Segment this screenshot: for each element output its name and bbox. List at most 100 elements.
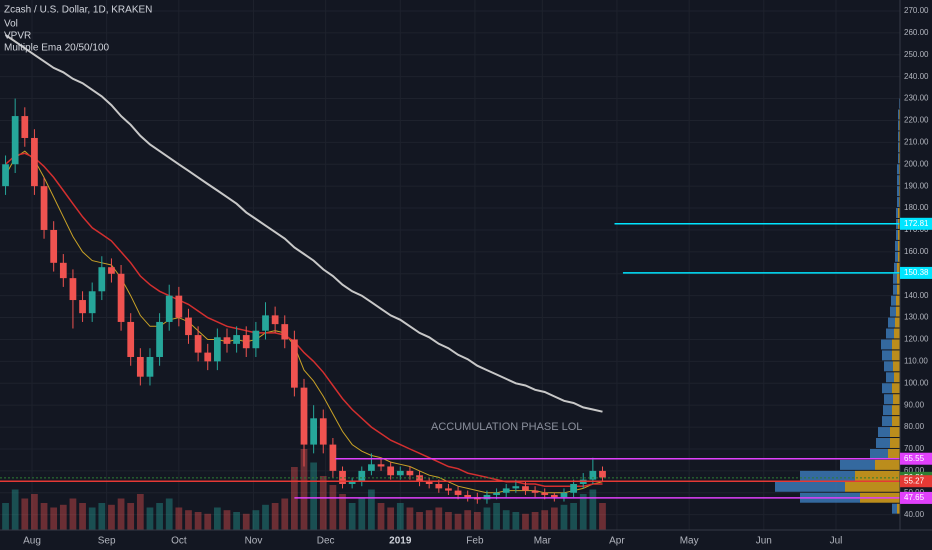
candle-body (522, 486, 529, 491)
volume-bar (156, 503, 163, 530)
volume-bar (2, 503, 9, 530)
volume-bar (445, 512, 452, 530)
vpvr-up (898, 120, 899, 131)
volume-bar (59, 504, 67, 530)
vpvr-down (897, 503, 900, 514)
volume-bar (11, 489, 19, 530)
x-tick-label: 2019 (389, 536, 412, 547)
candle-body (175, 295, 183, 318)
candle-body (223, 337, 231, 344)
candle-body (165, 295, 173, 322)
candle-body (531, 490, 539, 493)
vpvr-down (898, 229, 900, 240)
price-label-box (900, 452, 932, 465)
vpvr-up (882, 416, 892, 427)
axis-labels: 40.0050.0060.0070.0080.0090.00100.00110.… (23, 6, 932, 547)
candle-body (88, 291, 96, 314)
vpvr-down (893, 394, 900, 405)
candle-body (213, 337, 221, 362)
x-tick-label: Nov (245, 536, 263, 547)
volume-bar (300, 449, 308, 530)
candle-body (117, 273, 125, 322)
candle-body (493, 492, 500, 495)
y-tick-label: 130.00 (904, 313, 929, 322)
candle-body (560, 492, 568, 498)
volume-bar (31, 494, 38, 530)
volume-bar (204, 513, 212, 530)
volume-bar (252, 510, 260, 530)
candle-body (262, 315, 269, 331)
y-tick-label: 60.00 (904, 466, 925, 475)
vpvr-up (876, 438, 890, 448)
price-label-box (900, 217, 932, 230)
x-tick-label: Jul (830, 536, 843, 547)
vpvr-down (890, 427, 900, 438)
price-label: 55.27 (904, 476, 925, 485)
candle-body (194, 335, 202, 353)
volume-bar (522, 513, 529, 530)
volume-bar (271, 503, 279, 530)
volume-bar (194, 512, 202, 530)
candle-body (40, 186, 48, 230)
vpvr-up (886, 372, 894, 383)
vpvr-down (892, 416, 900, 427)
volume-bar (348, 503, 356, 530)
candle-body (185, 317, 192, 336)
vpvr-up (893, 273, 897, 284)
vpvr-down (892, 350, 900, 361)
vpvr-up (896, 229, 898, 240)
x-tick-label: Sep (98, 536, 116, 547)
volume-bar (358, 498, 366, 530)
x-tick-label: Aug (23, 536, 41, 547)
price-label: 150.38 (904, 268, 929, 277)
price-label: 47.65 (904, 493, 925, 502)
candle-body (146, 356, 154, 377)
vpvr-down (898, 240, 900, 251)
vpvr-down (898, 251, 900, 262)
vpvr-down (893, 361, 900, 372)
candle-body (281, 324, 289, 340)
volume-bar (108, 504, 115, 530)
candle-body (21, 116, 29, 138)
vpvr-up (800, 470, 855, 481)
x-tick-label: May (680, 536, 699, 547)
vpvr-up (882, 350, 892, 361)
indicator-label: Vol (4, 19, 18, 30)
vpvr-up (870, 448, 888, 459)
candle-body (319, 418, 327, 445)
volume-bar (377, 503, 385, 530)
volume-bar (483, 507, 491, 530)
vpvr-up (878, 427, 890, 438)
candle-body (79, 300, 86, 314)
vpvr-up (775, 481, 845, 492)
candle-body (416, 475, 423, 482)
volume-bar (40, 503, 48, 530)
vpvr-up (884, 394, 893, 405)
volume-bar (281, 498, 289, 530)
volume-bar (50, 507, 58, 530)
volume-bar (329, 485, 337, 530)
volume-bar (531, 512, 539, 530)
chart-title: Zcash / U.S. Dollar, 1D, KRAKEN (4, 5, 152, 16)
volume-bar (464, 510, 472, 530)
candle-body (358, 470, 366, 482)
volume-bar (416, 512, 423, 530)
volume-bar (79, 503, 86, 530)
vpvr-up (895, 240, 898, 251)
vpvr-up (895, 251, 898, 262)
volume (2, 449, 606, 530)
y-tick-label: 180.00 (904, 203, 929, 212)
volume-bar (233, 512, 240, 530)
y-tick-label: 250.00 (904, 50, 929, 59)
volume-bar (425, 510, 433, 530)
candle-body (425, 481, 433, 485)
vpvr-down (894, 328, 900, 339)
candle-body (204, 352, 212, 362)
candle-body (156, 321, 163, 357)
candle-body (483, 494, 491, 500)
annotation: ACCUMULATION PHASE LOL (431, 421, 582, 433)
y-tick-label: 140.00 (904, 291, 929, 300)
volume-bar (310, 462, 318, 530)
volume-bar (599, 503, 606, 530)
price-label: 65.55 (904, 454, 925, 463)
